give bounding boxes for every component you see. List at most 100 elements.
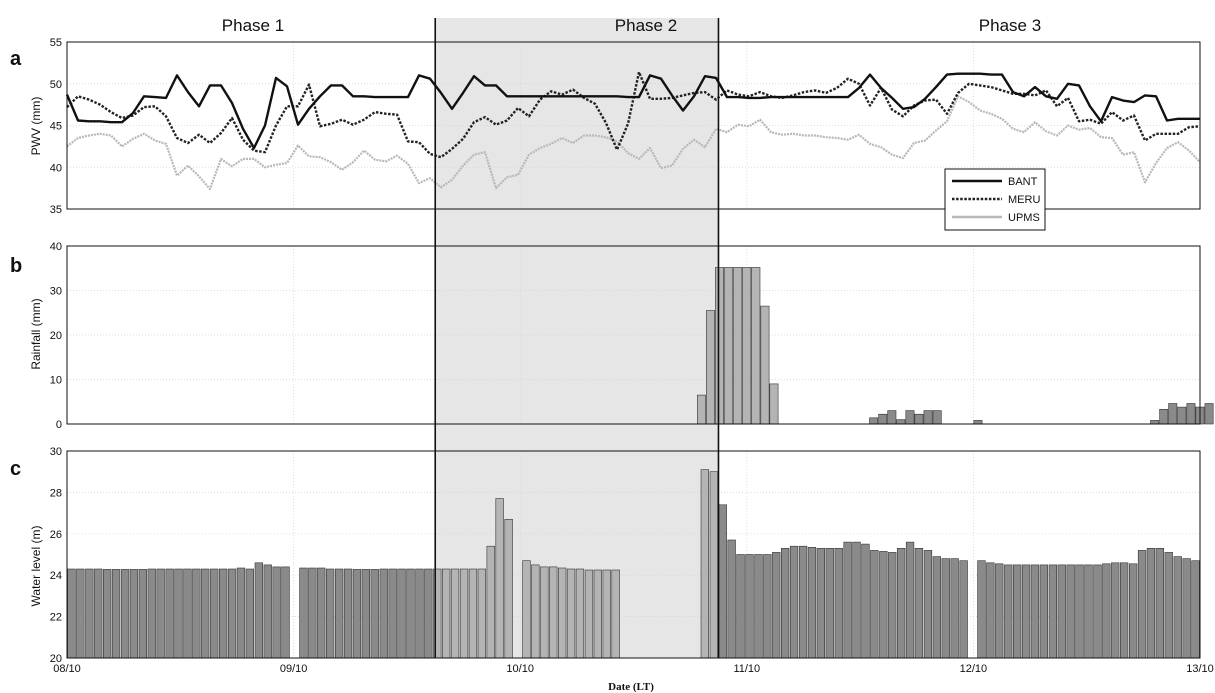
waterlevel-bar-12 xyxy=(174,568,183,659)
waterlevel-bar-44 xyxy=(459,568,469,659)
panel-a-ytick-3: 50 xyxy=(50,79,62,91)
waterlevel-bar-46 xyxy=(477,568,486,659)
rainfall-bar-3 xyxy=(724,267,734,425)
waterlevel-bar-93 xyxy=(896,547,906,659)
waterlevel-bar-31 xyxy=(343,568,353,659)
waterlevel-bar-107 xyxy=(1021,564,1031,659)
waterlevel-bar-116 xyxy=(1102,563,1111,659)
panel-c-ytick-0: 20 xyxy=(50,653,62,665)
waterlevel-bar-3 xyxy=(94,568,103,659)
panel-b-ytick-2: 20 xyxy=(50,330,62,342)
waterlevel-bar-2 xyxy=(85,568,94,659)
water-level-panel: 20 22 24 26 28 30 08/10 09/10 10/10 11/10 12/10 13/… xyxy=(50,446,1214,675)
waterlevel-bar-79 xyxy=(772,552,781,659)
waterlevel-bar-6 xyxy=(120,569,130,659)
waterlevel-bar-58 xyxy=(584,569,594,659)
rainfall-bar-15 xyxy=(923,410,933,425)
waterlevel-bar-40 xyxy=(424,568,433,659)
waterlevel-bar-86 xyxy=(834,547,843,659)
waterlevel-bar-35 xyxy=(379,568,388,659)
panel-letter-a: a xyxy=(10,48,22,70)
xtick-1: 09/10 xyxy=(280,663,308,675)
waterlevel-bar-21 xyxy=(254,562,263,659)
waterlevel-bar-98 xyxy=(941,558,950,659)
rainfall-bar-14 xyxy=(914,413,924,425)
waterlevel-bar-19 xyxy=(236,567,246,659)
waterlevel-bar-45 xyxy=(468,568,478,659)
waterlevel-bar-22 xyxy=(263,564,272,659)
rainfall-bar-16 xyxy=(932,410,942,425)
panel-c-ytick-5: 30 xyxy=(50,446,62,458)
series-line-upms xyxy=(66,95,1201,191)
waterlevel-bar-100 xyxy=(959,560,968,659)
rainfall-panel: 0 10 20 30 40 xyxy=(50,241,1214,431)
waterlevel-bar-83 xyxy=(807,546,817,659)
x-axis-label: Date (LT) xyxy=(608,681,654,693)
waterlevel-bar-75 xyxy=(736,554,745,659)
rainfall-bar-9 xyxy=(869,417,879,425)
panel-c-ylabel: Water level (m) xyxy=(29,526,43,607)
waterlevel-bar-125 xyxy=(1182,558,1191,659)
rainfall-bar-20 xyxy=(1168,403,1178,425)
xtick-4: 12/10 xyxy=(960,663,988,675)
waterlevel-bar-113 xyxy=(1075,564,1084,659)
waterlevel-bar-74 xyxy=(727,539,736,659)
waterlevel-bar-110 xyxy=(1048,564,1057,659)
rainfall-bar-19 xyxy=(1159,408,1169,425)
rainfall-bar-13 xyxy=(905,410,915,425)
panel-c-ytick-2: 24 xyxy=(50,570,62,582)
legend-bant-label: BANT xyxy=(1008,176,1038,188)
waterlevel-bar-48 xyxy=(495,498,504,659)
waterlevel-bar-15 xyxy=(201,568,210,659)
waterlevel-bar-106 xyxy=(1012,564,1022,659)
legend: BANT MERU UPMS xyxy=(944,168,1046,231)
waterlevel-bar-60 xyxy=(602,569,611,659)
waterlevel-bar-29 xyxy=(325,568,335,659)
waterlevel-bar-84 xyxy=(816,547,825,659)
waterlevel-bar-118 xyxy=(1120,562,1129,659)
waterlevel-bar-91 xyxy=(879,551,888,659)
panel-c-frame xyxy=(66,450,1201,659)
waterlevel-bar-55 xyxy=(557,567,567,659)
waterlevel-bar-49 xyxy=(504,518,513,659)
panel-a-ytick-2: 45 xyxy=(50,121,62,133)
panel-b-ytick-0: 0 xyxy=(56,419,62,431)
rainfall-bar-5 xyxy=(742,267,752,425)
waterlevel-bar-80 xyxy=(780,547,790,659)
panel-b-ylabel: Rainfall (mm) xyxy=(29,298,43,369)
rainfall-bar-21 xyxy=(1177,406,1187,425)
panel-b-frame xyxy=(66,245,1201,425)
waterlevel-bar-105 xyxy=(1004,564,1013,659)
waterlevel-bar-8 xyxy=(138,569,147,659)
panel-a-ytick-4: 55 xyxy=(50,37,62,49)
legend-meru-label: MERU xyxy=(1008,194,1040,206)
waterlevel-bar-33 xyxy=(361,569,370,659)
rainfall-bar-17 xyxy=(973,420,983,425)
waterlevel-bar-1 xyxy=(76,568,85,659)
waterlevel-bar-56 xyxy=(566,568,576,659)
rainfall-bar-1 xyxy=(706,310,716,425)
waterlevel-bar-54 xyxy=(549,566,558,659)
waterlevel-bar-11 xyxy=(165,568,174,659)
waterlevel-bar-51 xyxy=(522,560,531,659)
waterlevel-bar-38 xyxy=(406,568,415,659)
waterlevel-bar-123 xyxy=(1164,552,1173,659)
waterlevel-bar-102 xyxy=(977,560,986,659)
waterlevel-bar-39 xyxy=(415,568,424,659)
waterlevel-bar-99 xyxy=(950,558,959,659)
waterlevel-bar-78 xyxy=(763,554,772,659)
waterlevel-bar-89 xyxy=(861,543,870,659)
legend-upms-label: UPMS xyxy=(1008,212,1040,224)
waterlevel-bar-88 xyxy=(852,541,861,659)
waterlevel-bar-9 xyxy=(147,568,156,659)
rainfall-bar-8 xyxy=(769,383,779,425)
series-line-bant xyxy=(65,72,1200,150)
panel-a-ylabel: PWV (mm) xyxy=(29,97,43,156)
panel-c-ytick-4: 28 xyxy=(50,487,62,499)
waterlevel-bar-4 xyxy=(103,569,112,659)
waterlevel-bar-81 xyxy=(789,545,799,659)
waterlevel-bar-111 xyxy=(1057,564,1066,659)
rainfall-bar-11 xyxy=(887,410,897,425)
waterlevel-bar-7 xyxy=(129,569,139,659)
waterlevel-bar-26 xyxy=(299,567,308,659)
